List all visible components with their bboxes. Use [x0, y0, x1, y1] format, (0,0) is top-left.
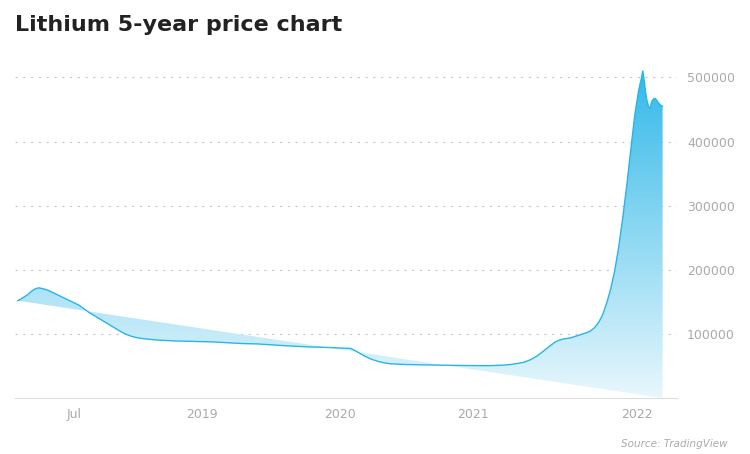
Text: Lithium 5-year price chart: Lithium 5-year price chart — [15, 15, 342, 35]
Text: Source: TradingView: Source: TradingView — [621, 439, 728, 449]
